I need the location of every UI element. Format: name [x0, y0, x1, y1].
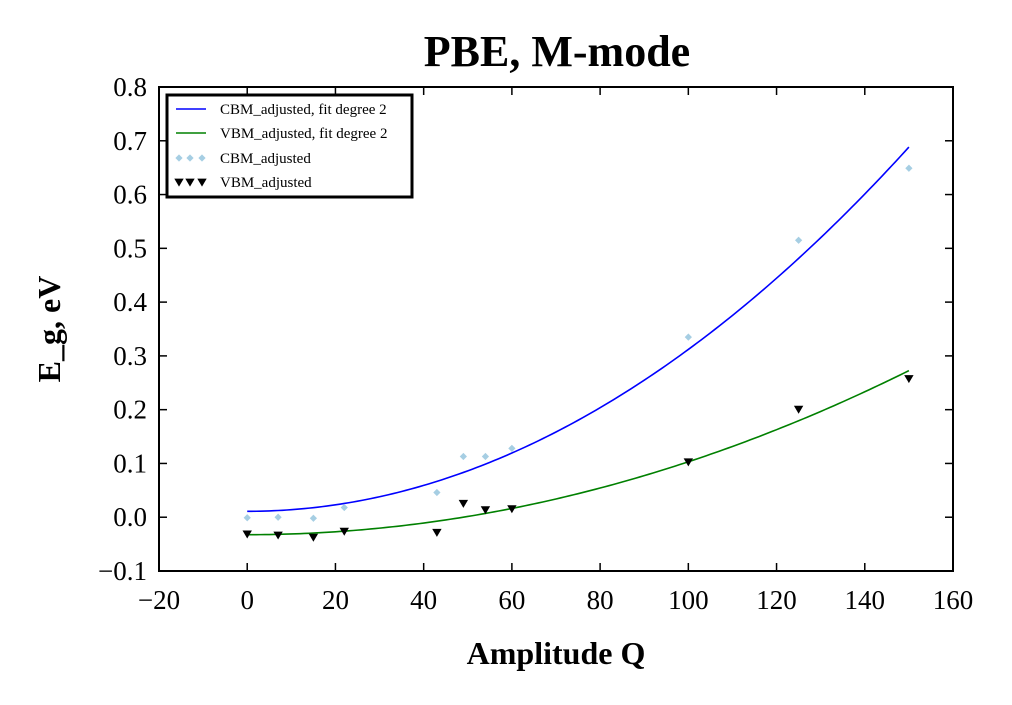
fit-line-cbm	[247, 146, 910, 513]
y-tick-label: −0.1	[98, 556, 147, 586]
cbm-point	[794, 236, 803, 244]
legend-entry-vbm-points-swatch	[197, 178, 207, 187]
y-tick-label: 0.6	[113, 180, 147, 210]
vbm-point	[308, 533, 319, 542]
legend-entry-cbm-points-swatch	[175, 154, 183, 162]
y-tick-label: 0.3	[113, 341, 147, 371]
cbm-point	[905, 164, 913, 172]
legend-entry-cbm-points-swatch	[198, 154, 206, 162]
vbm-point	[273, 531, 283, 540]
cbm-point	[459, 452, 467, 461]
x-tick-label: 40	[410, 585, 437, 615]
legend-entry-vbm-points-label: VBM_adjusted	[220, 175, 312, 191]
vbm-point	[904, 375, 914, 384]
plot-area	[242, 146, 914, 542]
legend-entry-cbm-fit-label: CBM_adjusted, fit degree 2	[220, 102, 387, 118]
y-tick-label: 0.4	[113, 287, 147, 317]
vbm-point	[458, 499, 469, 508]
x-axis-label: Amplitude Q	[467, 635, 646, 671]
legend-box	[165, 93, 414, 199]
vbm-point	[242, 530, 252, 539]
y-tick-label: 0.7	[113, 126, 147, 156]
y-tick-label: 0.1	[113, 448, 147, 478]
vbm-point	[683, 458, 694, 467]
cbm-point	[340, 503, 348, 512]
y-axis-label: E_g, eV	[31, 276, 67, 383]
vbm-point	[480, 506, 491, 515]
vbm-point	[339, 527, 349, 536]
legend-entry-vbm-fit-label: VBM_adjusted, fit degree 2	[220, 126, 387, 142]
x-tick-label: 120	[756, 585, 797, 615]
cbm-point	[274, 513, 282, 521]
vbm-point	[432, 528, 442, 537]
vbm-point	[793, 405, 804, 414]
y-tick-label: 0.2	[113, 395, 147, 425]
x-tick-label: 20	[322, 585, 349, 615]
cbm-point	[243, 514, 251, 522]
cbm-point	[508, 444, 516, 453]
x-tick-label: 140	[845, 585, 886, 615]
legend-entry-cbm-points-swatch	[186, 154, 194, 162]
x-tick-label: 80	[587, 585, 614, 615]
y-tick-label: 0.0	[113, 502, 147, 532]
chart-title: PBE, M-mode	[424, 27, 690, 76]
y-tick-label: 0.5	[113, 233, 147, 263]
legend: CBM_adjusted, fit degree 2 VBM_adjusted, …	[165, 93, 414, 199]
cbm-point	[309, 514, 318, 522]
vbm-point	[507, 505, 517, 514]
fit-line-vbm	[247, 369, 910, 536]
cbm-point	[433, 488, 441, 497]
axis-ticks: −20 0 20 40 60 80 100 120 140 160 −0.1 0.0 0.1 0.2 0.3…	[98, 72, 973, 615]
plot-frame	[158, 86, 954, 572]
x-tick-label: 0	[240, 585, 254, 615]
legend-entry-cbm-points-label: CBM_adjusted	[220, 151, 311, 167]
cbm-point	[481, 452, 490, 461]
legend-entry-vbm-points-swatch	[174, 178, 184, 187]
x-tick-label: 60	[498, 585, 525, 615]
cbm-point	[684, 333, 692, 341]
x-tick-label: −20	[138, 585, 180, 615]
legend-entry-vbm-points-swatch	[185, 178, 195, 187]
x-tick-label: 160	[933, 585, 974, 615]
x-tick-label: 100	[668, 585, 709, 615]
y-tick-label: 0.8	[113, 72, 147, 102]
